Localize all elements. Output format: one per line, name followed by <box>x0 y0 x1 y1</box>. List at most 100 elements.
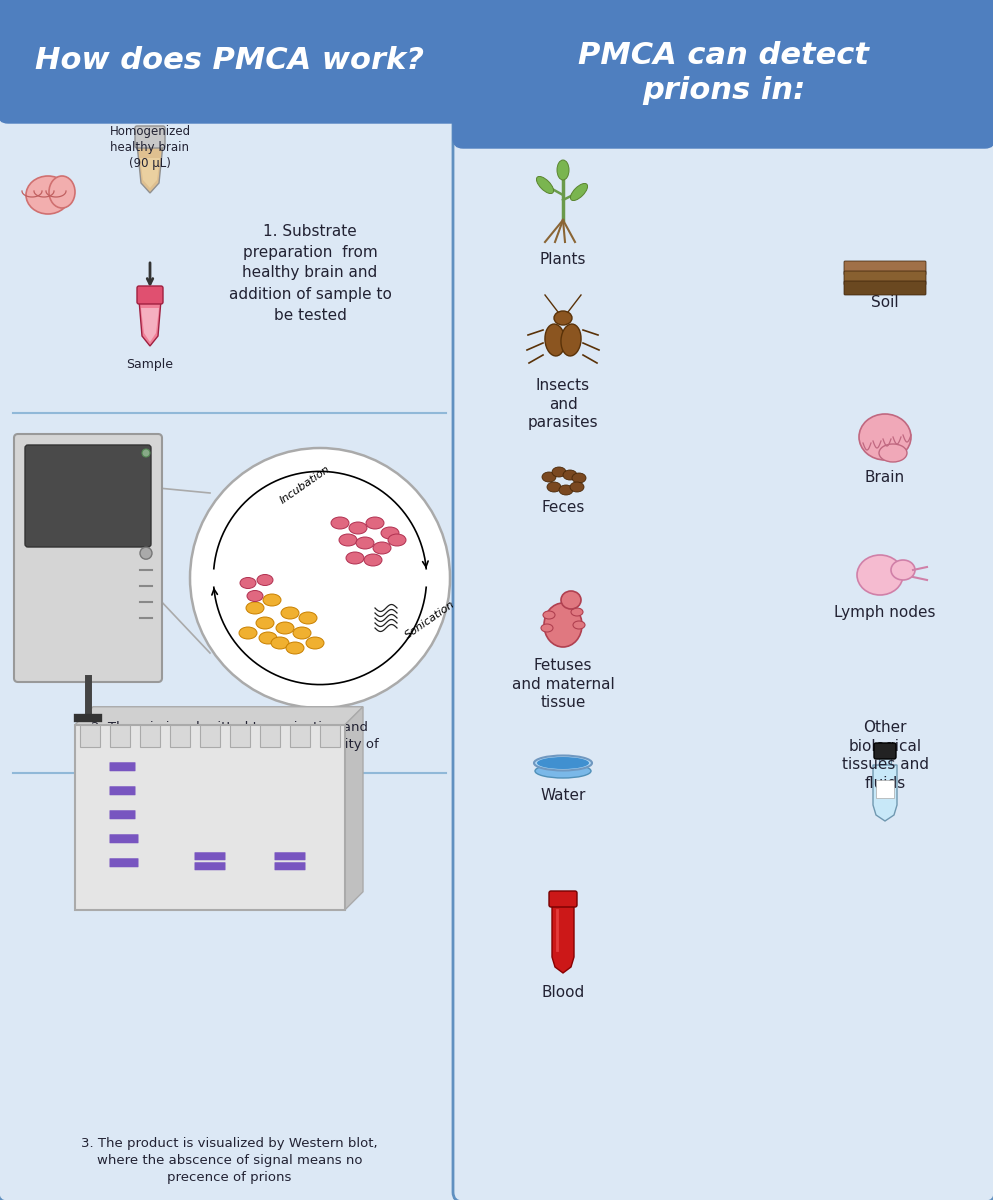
FancyBboxPatch shape <box>274 863 306 870</box>
Text: 1. Substrate
preparation  from
healthy brain and
addition of sample to
be tested: 1. Substrate preparation from healthy br… <box>228 223 391 323</box>
Polygon shape <box>552 902 574 973</box>
Ellipse shape <box>257 575 273 586</box>
Ellipse shape <box>373 542 391 554</box>
FancyBboxPatch shape <box>109 810 135 820</box>
Ellipse shape <box>537 757 589 769</box>
Ellipse shape <box>299 612 317 624</box>
Polygon shape <box>873 766 897 821</box>
Ellipse shape <box>554 311 572 325</box>
Ellipse shape <box>570 482 584 492</box>
Ellipse shape <box>544 602 582 647</box>
FancyBboxPatch shape <box>110 725 130 746</box>
FancyBboxPatch shape <box>135 126 165 148</box>
Ellipse shape <box>572 473 586 482</box>
FancyBboxPatch shape <box>290 725 310 746</box>
FancyBboxPatch shape <box>14 434 162 682</box>
Ellipse shape <box>263 594 281 606</box>
Ellipse shape <box>879 444 907 462</box>
FancyBboxPatch shape <box>25 445 151 547</box>
FancyBboxPatch shape <box>874 743 896 758</box>
Ellipse shape <box>381 527 399 539</box>
Text: Soil: Soil <box>871 295 899 310</box>
Text: Water: Water <box>540 788 586 803</box>
FancyBboxPatch shape <box>195 863 225 870</box>
Text: Homogenized
healthy brain
(90 μL): Homogenized healthy brain (90 μL) <box>109 125 191 170</box>
FancyBboxPatch shape <box>109 762 135 772</box>
FancyBboxPatch shape <box>260 725 280 746</box>
FancyBboxPatch shape <box>8 98 451 113</box>
Text: Fetuses
and maternal
tissue: Fetuses and maternal tissue <box>511 658 615 710</box>
Ellipse shape <box>547 482 561 492</box>
FancyBboxPatch shape <box>0 0 461 122</box>
Ellipse shape <box>388 534 406 546</box>
Polygon shape <box>137 144 163 193</box>
Ellipse shape <box>281 607 299 619</box>
Ellipse shape <box>276 622 294 634</box>
FancyBboxPatch shape <box>109 834 138 844</box>
Text: Incubation: Incubation <box>278 463 332 505</box>
FancyBboxPatch shape <box>140 725 160 746</box>
Ellipse shape <box>239 626 257 638</box>
Text: Lymph nodes: Lymph nodes <box>834 605 935 620</box>
Ellipse shape <box>571 608 583 616</box>
Ellipse shape <box>543 611 555 619</box>
Polygon shape <box>345 707 363 910</box>
FancyBboxPatch shape <box>463 122 985 138</box>
FancyBboxPatch shape <box>844 281 926 295</box>
Ellipse shape <box>563 470 577 480</box>
Ellipse shape <box>557 160 569 180</box>
Ellipse shape <box>49 176 75 208</box>
FancyBboxPatch shape <box>549 890 577 907</box>
FancyBboxPatch shape <box>170 725 190 746</box>
Polygon shape <box>140 158 160 188</box>
Text: Brain: Brain <box>865 470 905 485</box>
Circle shape <box>140 547 152 559</box>
Ellipse shape <box>535 764 591 778</box>
Ellipse shape <box>339 534 357 546</box>
Polygon shape <box>139 300 161 346</box>
Text: How does PMCA work?: How does PMCA work? <box>35 46 424 74</box>
Polygon shape <box>141 308 159 342</box>
FancyBboxPatch shape <box>200 725 220 746</box>
Ellipse shape <box>293 626 311 638</box>
FancyBboxPatch shape <box>230 725 250 746</box>
FancyBboxPatch shape <box>879 755 891 766</box>
FancyBboxPatch shape <box>844 271 926 284</box>
FancyBboxPatch shape <box>453 0 993 148</box>
FancyBboxPatch shape <box>80 725 100 746</box>
Ellipse shape <box>561 590 581 608</box>
Ellipse shape <box>331 517 349 529</box>
Ellipse shape <box>271 637 289 649</box>
FancyBboxPatch shape <box>453 0 993 1200</box>
FancyBboxPatch shape <box>137 286 163 304</box>
FancyBboxPatch shape <box>844 260 926 275</box>
Ellipse shape <box>26 176 70 214</box>
Ellipse shape <box>573 622 585 629</box>
Ellipse shape <box>240 577 256 588</box>
FancyBboxPatch shape <box>876 780 894 798</box>
Ellipse shape <box>536 176 553 193</box>
Text: 3. The product is visualized by Western blot,
where the abscence of signal means: 3. The product is visualized by Western … <box>81 1138 377 1184</box>
FancyBboxPatch shape <box>195 852 225 860</box>
Ellipse shape <box>542 472 556 482</box>
Ellipse shape <box>364 554 382 566</box>
Text: Blood: Blood <box>541 985 585 1000</box>
FancyBboxPatch shape <box>109 786 135 796</box>
Ellipse shape <box>891 560 915 580</box>
Text: Sonication: Sonication <box>403 599 457 641</box>
Text: Feces: Feces <box>541 500 585 515</box>
Text: PMCA can detect
prions in:: PMCA can detect prions in: <box>579 41 870 106</box>
FancyBboxPatch shape <box>75 725 345 910</box>
Ellipse shape <box>541 624 553 632</box>
Text: Sample: Sample <box>126 358 174 371</box>
Text: Other
biological
tissues and
fluids: Other biological tissues and fluids <box>841 720 928 791</box>
Ellipse shape <box>552 467 566 476</box>
FancyBboxPatch shape <box>320 725 340 746</box>
Ellipse shape <box>534 756 592 770</box>
Polygon shape <box>75 707 363 725</box>
FancyBboxPatch shape <box>274 852 306 860</box>
Ellipse shape <box>356 538 374 550</box>
Ellipse shape <box>286 642 304 654</box>
Text: Insects
and
parasites: Insects and parasites <box>527 378 599 431</box>
Ellipse shape <box>246 602 264 614</box>
